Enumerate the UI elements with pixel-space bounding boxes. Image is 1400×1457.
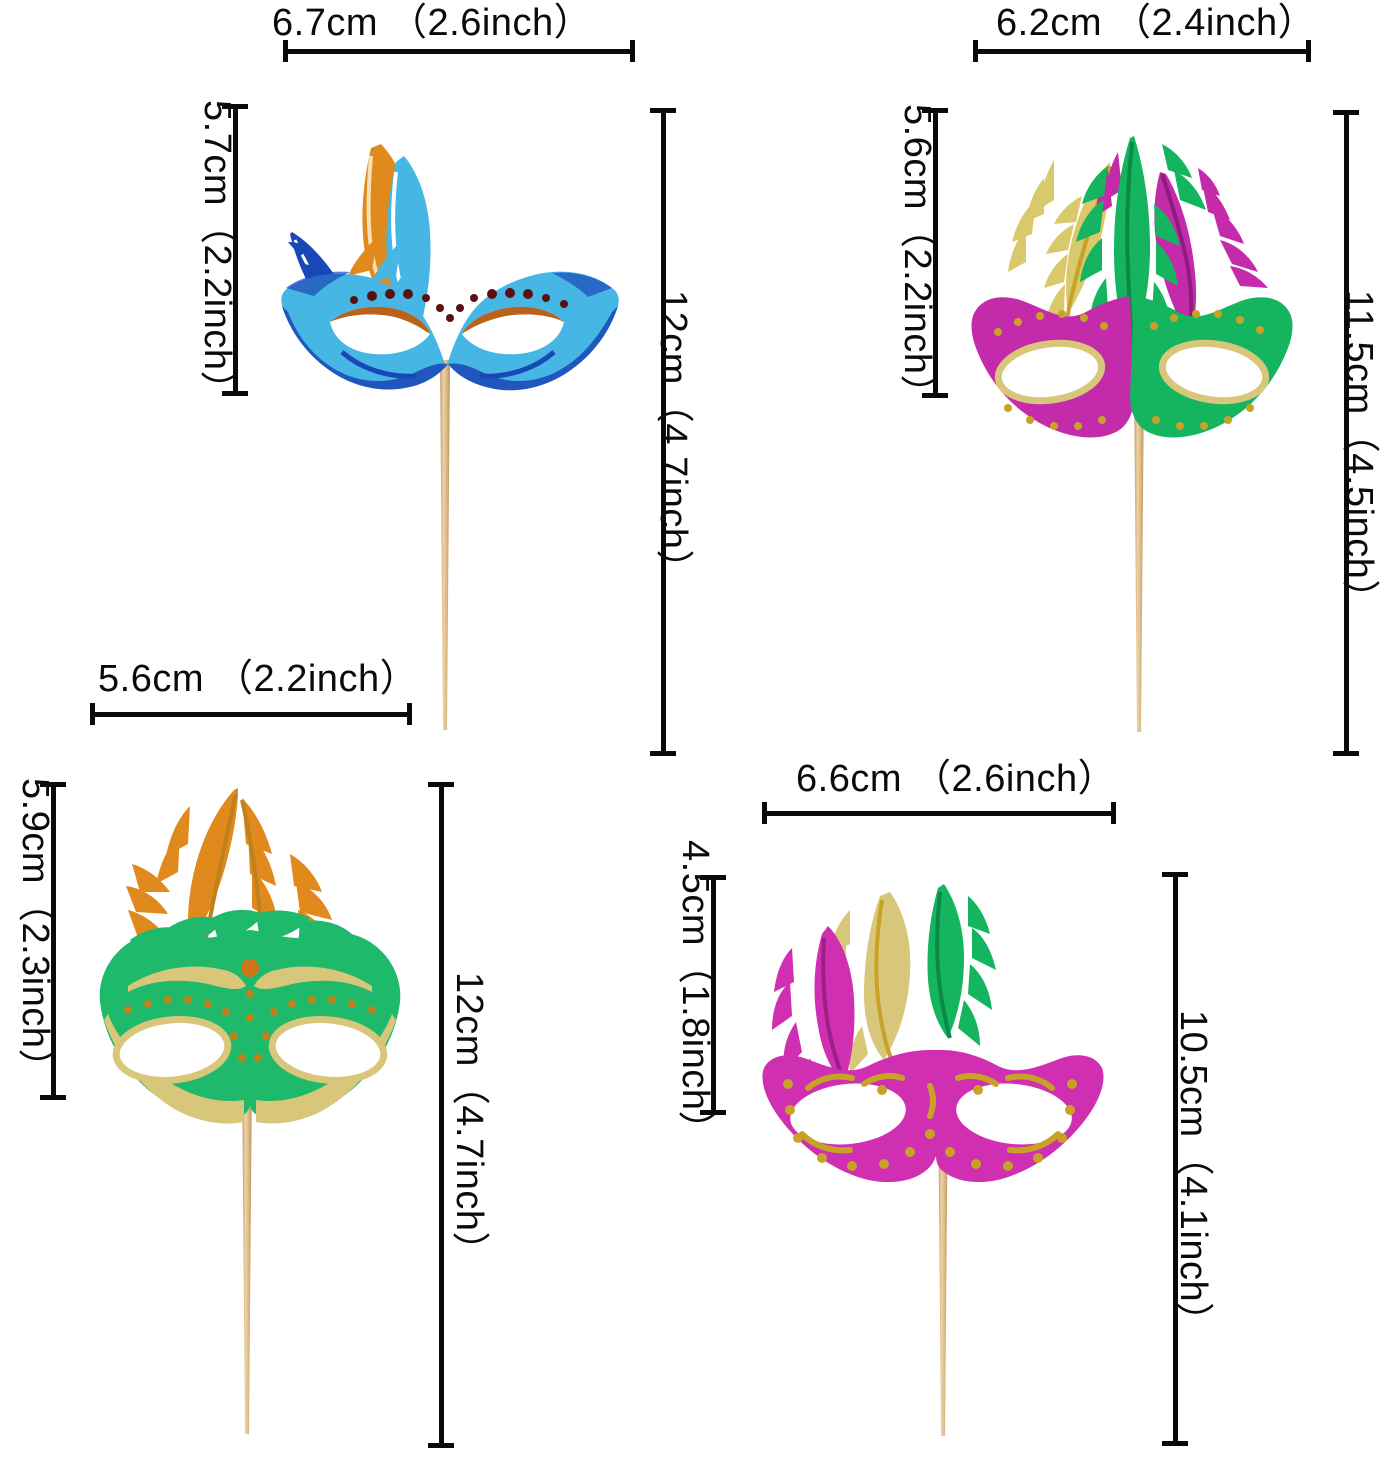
mask-eye-hole-left <box>998 343 1102 401</box>
product-3-image <box>84 782 416 1448</box>
product-3-total-height-bracket <box>428 782 454 1448</box>
product-2-mask-height-bracket <box>922 108 948 398</box>
bracket-bar <box>973 49 1311 54</box>
bracket-bar <box>283 49 635 54</box>
mask-eye-hole-right <box>272 1019 384 1081</box>
bracket-cap-right <box>1111 802 1116 824</box>
product-1-width-bracket <box>283 40 635 62</box>
product-1-mask-height-bracket <box>222 104 248 396</box>
product-2-total-height-bracket <box>1333 110 1359 756</box>
bracket-bar <box>661 108 666 756</box>
toothpick-stick <box>242 1072 252 1434</box>
bracket-cap-bottom <box>922 393 948 398</box>
bracket-cap-bottom <box>428 1443 454 1448</box>
orange-plume-group <box>126 788 332 978</box>
product-4-width-bracket <box>762 802 1116 824</box>
product-1-total-height-bracket <box>650 108 676 756</box>
bracket-cap-bottom <box>700 1110 726 1115</box>
product-2-width-bracket <box>973 40 1311 62</box>
bracket-cap-bottom <box>222 391 248 396</box>
bracket-bar <box>711 875 716 1115</box>
product-2-width-label: 6.2cm （2.4inch） <box>996 2 1317 44</box>
mask-center-jewel <box>241 959 259 977</box>
bracket-bar <box>233 104 238 396</box>
product-3-width-label: 5.6cm （2.2inch） <box>98 658 419 700</box>
product-1-width-label: 6.7cm （2.6inch） <box>272 2 593 44</box>
product-3-width-bracket <box>90 703 412 725</box>
mask-eye-hole-right <box>956 1083 1072 1145</box>
bracket-cap-bottom <box>40 1095 66 1100</box>
magenta-fern-plume <box>1096 152 1268 338</box>
bracket-cap-bottom <box>1333 751 1359 756</box>
product-4-mask-height-bracket <box>700 875 726 1115</box>
toothpick-stick <box>1134 378 1144 732</box>
product-4-total-height-bracket <box>1162 872 1188 1446</box>
mask-gold-scrolls <box>799 1073 1061 1154</box>
bracket-bar <box>439 782 444 1448</box>
bracket-cap-right <box>630 40 635 62</box>
bracket-bar <box>90 712 412 717</box>
product-4-width-label: 6.6cm （2.6inch） <box>796 758 1117 800</box>
product-1-image <box>268 100 624 760</box>
product-3-total-height-label: 12cm（4.7inch） <box>448 972 490 1270</box>
bracket-cap-bottom <box>1162 1441 1188 1446</box>
bracket-bar <box>51 782 56 1100</box>
mask-eye-hole-left <box>790 1083 906 1145</box>
mask-dot-row <box>350 288 568 322</box>
mask-eye-hole-right <box>1162 343 1266 401</box>
bracket-bar <box>1344 110 1349 756</box>
mask-eye-hole-left <box>116 1019 228 1081</box>
product-2-image <box>958 108 1294 748</box>
product-4-image <box>752 852 1108 1448</box>
bracket-cap-bottom <box>650 751 676 756</box>
mask-gold-dots <box>783 1079 1077 1171</box>
product-3-mask-height-bracket <box>40 782 66 1100</box>
bracket-bar <box>933 108 938 398</box>
bracket-bar <box>1173 872 1178 1446</box>
bracket-cap-right <box>1306 40 1311 62</box>
toothpick-stick <box>440 360 450 730</box>
mask-gold-dots <box>994 310 1264 430</box>
bracket-bar <box>762 811 1116 816</box>
mask-body <box>281 271 619 391</box>
bracket-cap-right <box>407 703 412 725</box>
mask-gold-dots <box>124 990 376 1062</box>
